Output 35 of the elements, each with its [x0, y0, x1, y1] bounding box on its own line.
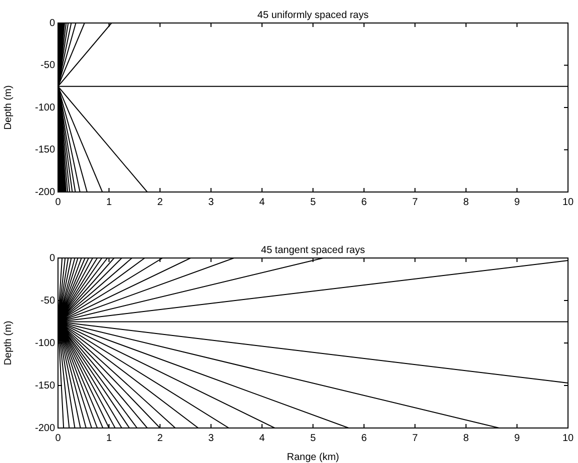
- y-tick-label: -200: [34, 186, 56, 198]
- y-tick-label: -200: [34, 422, 56, 434]
- x-tick-label: 1: [106, 432, 112, 444]
- y-tick-label: -100: [34, 338, 56, 349]
- y-tick-label: -50: [40, 60, 56, 71]
- x-axis-title: Range (km): [286, 452, 340, 463]
- x-tick-label: 4: [259, 432, 266, 444]
- y-tick-label: 0: [49, 252, 56, 264]
- x-tick-label: 9: [514, 196, 520, 208]
- x-tick-label: 2: [157, 432, 164, 444]
- y-tick-label: -50: [40, 295, 56, 306]
- chart-title: 45 uniformly spaced rays: [257, 10, 369, 21]
- y-tick-label: 0: [49, 18, 56, 29]
- y-axis-title: Depth (m): [2, 320, 14, 366]
- x-tick-label: 1: [106, 196, 112, 208]
- x-tick-label: 9: [514, 432, 520, 444]
- x-tick-label: 5: [310, 196, 316, 208]
- x-tick-label: 3: [208, 432, 214, 444]
- x-tick-label: 4: [259, 196, 266, 208]
- x-tick-label: 10: [562, 432, 574, 444]
- x-tick-label: 6: [361, 196, 368, 208]
- chart-title: 45 tangent spaced rays: [261, 244, 365, 256]
- x-tick-label: 6: [361, 432, 368, 444]
- x-tick-label: 8: [463, 196, 470, 208]
- x-tick-label: 7: [412, 196, 418, 208]
- y-tick-label: -150: [34, 144, 56, 156]
- x-tick-label: 5: [310, 432, 316, 444]
- x-tick-label: 8: [463, 432, 470, 444]
- y-tick-label: -150: [34, 380, 56, 392]
- y-tick-label: -100: [34, 102, 56, 114]
- x-tick-label: 10: [562, 196, 574, 208]
- x-tick-label: 7: [412, 432, 418, 444]
- x-tick-label: 2: [157, 196, 164, 208]
- x-tick-label: 3: [208, 196, 214, 208]
- y-axis-title: Depth (m): [2, 85, 14, 130]
